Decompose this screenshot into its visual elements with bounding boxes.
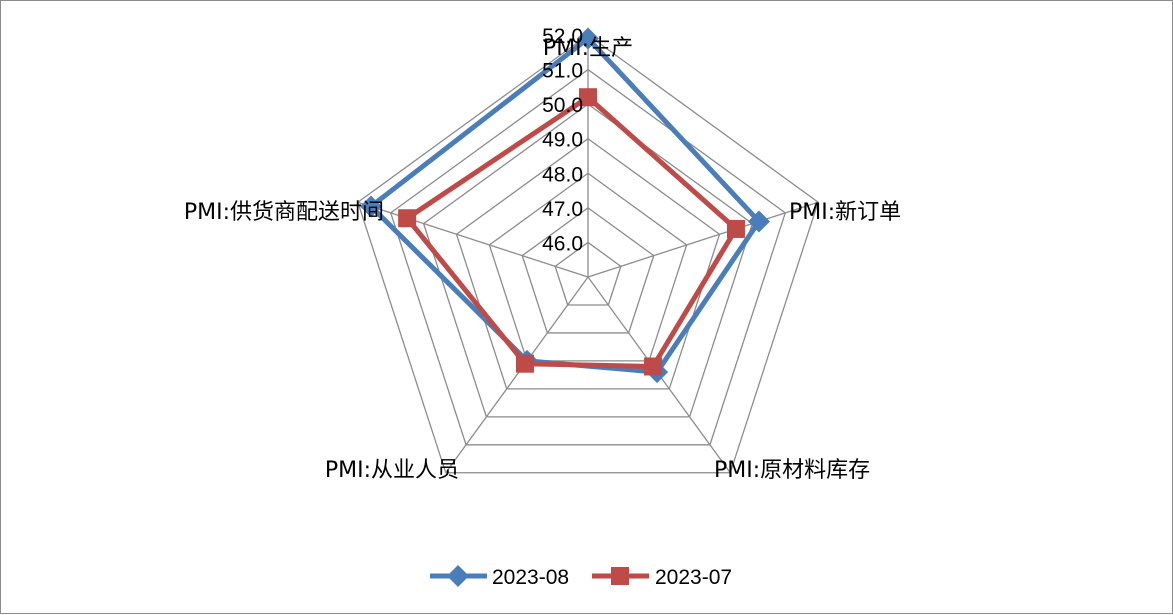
series-line-2023-07 [404,94,739,370]
grid-ring-47 [521,207,655,334]
tick-label-51-0: 51.0 [542,60,583,83]
data-point-2023-08-4 [359,195,382,218]
tick-label-46-0: 46.0 [542,232,583,255]
axis-label-new-orders: PMI:新订单 [789,200,901,225]
legend-square-marker-2023-07 [611,567,629,585]
axis-label-employment: PMI:从业人员 [325,458,459,483]
tick-label-48-0: 48.0 [542,163,583,186]
radar-grid [357,34,819,474]
legend-diamond-marker-2023-08 [447,565,469,587]
data-point-2023-07-4 [398,209,417,228]
data-point-2023-07-0 [579,88,597,107]
axis-label-raw-material-inventory: PMI:原材料库存 [714,458,870,483]
spoke-3 [445,276,589,474]
axis-label-supplier-delivery-time: PMI:供货商配送时间 [184,200,384,225]
legend-item-2023-07: 2023-07 [592,566,732,589]
spoke-4 [357,201,589,278]
legend-label-2023-07: 2023-07 [655,566,732,589]
legend-item-2023-08: 2023-08 [430,565,569,589]
grid-ring-49 [455,137,721,390]
axis-label-production: PMI:生产 [543,36,633,61]
grid-ring-52 [357,34,819,474]
grid-ring-51 [389,68,787,446]
axis-labels: PMI:生产 PMI:新订单 PMI:原材料库存 PMI:从业人员 PMI:供货… [184,36,901,483]
legend-label-2023-08: 2023-08 [492,566,569,589]
data-point-2023-08-1 [747,210,770,233]
tick-labels: 46.0 47.0 48.0 49.0 50.0 51.0 52.0 [542,25,583,255]
tick-label-50-0: 50.0 [542,94,583,117]
tick-label-47-0: 47.0 [542,198,583,221]
data-point-2023-07-1 [726,219,745,238]
legend: 2023-08 2023-07 [430,565,732,589]
tick-label-52-0: 52.0 [542,25,583,48]
tick-label-49-0: 49.0 [542,129,583,152]
series-2023-07 [398,88,745,376]
grid-ring-48 [488,172,688,362]
grid-ring-46 [554,241,622,306]
spoke-1 [587,201,819,278]
data-point-2023-07-3 [516,354,535,373]
grid-ring-50 [422,103,754,418]
radar-spokes [357,35,819,474]
data-point-2023-07-2 [644,357,663,376]
